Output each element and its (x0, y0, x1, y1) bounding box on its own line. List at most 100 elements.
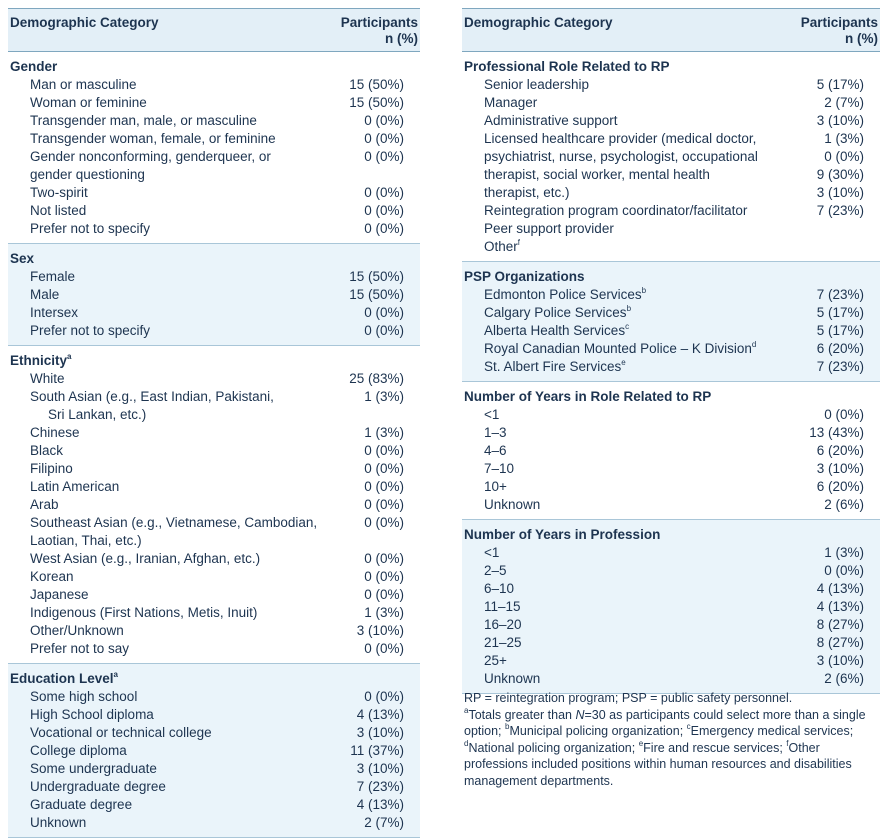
row-label: Transgender woman, female, or feminine (30, 130, 276, 148)
row-label-text: Edmonton Police Services (484, 287, 642, 302)
row-label-text: Royal Canadian Mounted Police – K Divisi… (484, 341, 752, 356)
row-label-text: Arab (30, 497, 59, 512)
table-row: 2–5 0 (0%) (462, 562, 880, 580)
table-row: Unknown 2 (6%) (462, 496, 880, 514)
section-title-text: Ethnicity (10, 353, 68, 368)
row-label: Some undergraduate (30, 760, 157, 778)
row-value: 4 (13%) (816, 599, 864, 614)
table-row: 11–15 4 (13%) (462, 598, 880, 616)
table-row: 21–25 8 (27%) (462, 634, 880, 652)
row-label: 21–25 (484, 634, 522, 652)
row-value: 3 (10%) (816, 461, 864, 476)
row-value: 7 (23%) (816, 359, 864, 374)
row-value: 13 (43%) (809, 425, 864, 440)
table-footnotes: RP = reintegration program; PSP = public… (464, 690, 882, 789)
row-label: Black (30, 442, 63, 460)
table-row: Prefer not to specify 0 (0%) (8, 220, 420, 238)
row-value: 6 (20%) (816, 443, 864, 458)
row-label-text: Black (30, 443, 64, 458)
row-label: <1 (484, 544, 499, 562)
row-label: Chinese (30, 424, 80, 442)
row-value: 4 (13%) (356, 797, 404, 812)
row-value: 2 (6%) (824, 671, 864, 686)
section-title-text: Number of Years in Profession (464, 527, 661, 542)
row-label: Edmonton Police Servicesb (484, 286, 646, 304)
row-value: 2 (6%) (824, 497, 864, 512)
footnote-marker: c (625, 322, 630, 331)
row-label-text: Indigenous (First Nations, Metis, Inuit) (30, 605, 258, 620)
row-label-text: therapist, etc.) (484, 185, 570, 200)
table-row: Man or masculine 15 (50%) (8, 76, 420, 94)
row-label: St. Albert Fire Servicese (484, 358, 626, 376)
row-label-text: therapist, social worker, mental health (484, 167, 710, 182)
row-label: psychiatrist, nurse, psychologist, occup… (484, 148, 758, 166)
table-row: Intersex 0 (0%) (8, 304, 420, 322)
table-row: Some undergraduate 3 (10%) (8, 760, 420, 778)
row-value: 0 (0%) (364, 587, 404, 602)
row-label-text: Peer support provider (484, 221, 614, 236)
row-label-text: Transgender woman, female, or feminine (30, 131, 276, 146)
row-label: Male (30, 286, 59, 304)
row-value: 1 (3%) (364, 389, 404, 404)
row-label: Prefer not to specify (30, 220, 150, 238)
row-label: gender questioning (30, 166, 145, 184)
row-label-text: 25+ (484, 653, 507, 668)
row-value: 0 (0%) (364, 569, 404, 584)
table-row: 4–6 6 (20%) (462, 442, 880, 460)
row-label-text: Some undergraduate (30, 761, 157, 776)
row-label: Japanese (30, 586, 89, 604)
table-section: Number of Years in Profession <1 1 (3%) 2–5… (462, 520, 880, 694)
row-value: 15 (50%) (349, 269, 404, 284)
row-value: 3 (10%) (816, 113, 864, 128)
row-value: 0 (0%) (364, 479, 404, 494)
table-row: Latin American 0 (0%) (8, 478, 420, 496)
table-row: South Asian (e.g., East Indian, Pakistan… (8, 388, 420, 406)
row-label: Royal Canadian Mounted Police – K Divisi… (484, 340, 756, 358)
row-value: 6 (20%) (816, 479, 864, 494)
row-value: 3 (10%) (356, 725, 404, 740)
row-value: 5 (17%) (816, 305, 864, 320)
row-value: 0 (0%) (364, 323, 404, 338)
row-value: 1 (3%) (364, 425, 404, 440)
row-value: 15 (50%) (349, 77, 404, 92)
table-row: College diploma 11 (37%) (8, 742, 420, 760)
table-row: psychiatrist, nurse, psychologist, occup… (462, 148, 880, 166)
row-label-text: 2–5 (484, 563, 507, 578)
row-value: 3 (10%) (816, 185, 864, 200)
row-label-text: Woman or feminine (30, 95, 147, 110)
table-row: Male 15 (50%) (8, 286, 420, 304)
section-title: PSP Organizations (462, 268, 880, 286)
table-row: gender questioning (8, 166, 420, 184)
row-value: 5 (17%) (816, 77, 864, 92)
row-label-text: <1 (484, 407, 500, 422)
table-row: Laotian, Thai, etc.) (8, 532, 420, 550)
row-label-text: Graduate degree (30, 797, 133, 812)
header-category: Demographic Category (10, 15, 159, 30)
footnote-text: aTotals greater than N=30 as participant… (464, 705, 866, 788)
row-label: Prefer not to specify (30, 322, 150, 340)
table-row: Arab 0 (0%) (8, 496, 420, 514)
table-row: Administrative support 3 (10%) (462, 112, 880, 130)
row-value: 0 (0%) (364, 551, 404, 566)
header-category: Demographic Category (464, 15, 613, 30)
row-label: West Asian (e.g., Iranian, Afghan, etc.) (30, 550, 260, 568)
row-label: Not listed (30, 202, 86, 220)
footnote-marker: e (621, 358, 626, 367)
table-section: Ethnicitya White 25 (83%) South Asian (e.g.… (8, 346, 420, 664)
row-label: 6–10 (484, 580, 514, 598)
row-label-text: Laotian, Thai, etc.) (30, 533, 142, 548)
table-row: 6–10 4 (13%) (462, 580, 880, 598)
section-title-text: PSP Organizations (464, 269, 585, 284)
table-row: Peer support provider (462, 220, 880, 238)
footnote-marker: f (517, 238, 520, 247)
row-label: Latin American (30, 478, 119, 496)
table-header: Demographic Category Participants n (%) (8, 8, 420, 52)
footnote-marker: b (626, 304, 632, 313)
row-label: Licensed healthcare provider (medical do… (484, 130, 756, 148)
table-row: Vocational or technical college 3 (10%) (8, 724, 420, 742)
row-label-text: Latin American (30, 479, 120, 494)
table-row: Undergraduate degree 7 (23%) (8, 778, 420, 796)
row-value: 0 (0%) (364, 185, 404, 200)
table-row: Edmonton Police Servicesb 7 (23%) (462, 286, 880, 304)
row-value: 3 (10%) (356, 761, 404, 776)
